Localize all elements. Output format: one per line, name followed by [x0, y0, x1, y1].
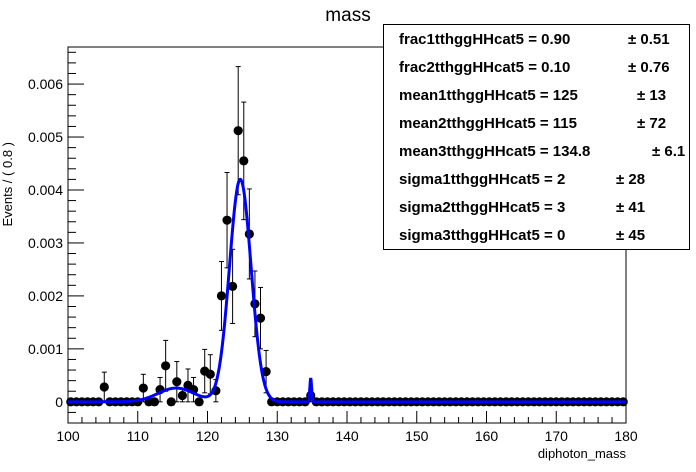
- data-point: [228, 281, 238, 291]
- axes: 100 110 120 130 140 150 160 170 180 0 0.001 0.002 0.…: [28, 51, 638, 444]
- param-label: mean2tthggHHcat5 =: [399, 115, 553, 132]
- x-tick-label: 140: [335, 428, 359, 444]
- data-point: [99, 382, 109, 392]
- x-tick-label: 170: [545, 428, 569, 444]
- data-point: [177, 390, 187, 401]
- param-error: ± 0.76: [628, 59, 670, 76]
- param-value: 134.8: [552, 143, 591, 160]
- x-tick-label: 160: [475, 428, 499, 444]
- fit-curve-line: [68, 177, 626, 404]
- x-tick-label: 110: [127, 428, 150, 444]
- data-point: [149, 397, 160, 407]
- data-point: [233, 126, 243, 136]
- fit-curve: [68, 177, 626, 404]
- stat-row: frac2tthggHHcat5 = 0.10 ± 0.76: [399, 59, 670, 76]
- param-value: 0.10: [541, 59, 571, 76]
- stat-row: mean2tthggHHcat5 = 115 ± 72: [399, 115, 666, 132]
- data-point: [172, 377, 182, 387]
- param-error: ± 13: [637, 87, 667, 104]
- param-value: 3: [556, 199, 566, 216]
- param-label: sigma2tthggHHcat5 =: [399, 199, 557, 216]
- stat-row: frac1tthggHHcat5 = 0.90 ± 0.51: [399, 31, 670, 48]
- x-axis-label: diphoton_mass: [538, 446, 627, 461]
- data-point: [222, 215, 232, 225]
- param-label: frac1tthggHHcat5 =: [399, 31, 542, 48]
- param-label: frac2tthggHHcat5 =: [399, 59, 542, 76]
- stat-row: mean1tthggHHcat5 = 125 ± 13: [399, 87, 666, 104]
- param-value: 125: [552, 87, 578, 104]
- param-value: 0: [556, 227, 566, 244]
- chart-title: mass: [325, 5, 371, 26]
- param-error: ± 72: [637, 115, 667, 132]
- y-axis-label: Events / ( 0.8 ): [0, 142, 15, 227]
- x-tick-label: 130: [266, 428, 290, 444]
- param-error: ± 28: [616, 171, 646, 188]
- param-value: 2: [556, 171, 566, 188]
- param-value: 0.90: [541, 31, 571, 48]
- stat-row: mean3tthggHHcat5 = 134.8 ± 6.1: [399, 143, 685, 160]
- y-tick-label: 0.003: [28, 235, 63, 251]
- y-tick-label: 0: [55, 394, 63, 410]
- data-point: [205, 369, 215, 379]
- y-tick-label: 0.005: [28, 129, 63, 145]
- y-tick-label: 0.001: [28, 341, 63, 357]
- data-point: [255, 313, 266, 323]
- y-tick-label: 0.006: [28, 76, 63, 92]
- data-point: [161, 361, 171, 371]
- param-error: ± 0.51: [628, 31, 670, 48]
- stat-row: sigma1tthggHHcat5 = 2 ± 28: [399, 171, 645, 188]
- param-value: 115: [552, 115, 577, 132]
- stat-row: sigma2tthggHHcat5 = 3 ± 41: [399, 199, 645, 216]
- param-label: sigma3tthggHHcat5 =: [399, 227, 557, 244]
- y-tick-label: 0.002: [28, 288, 63, 304]
- x-tick-label: 180: [614, 428, 638, 444]
- y-tick-label: 0.004: [28, 182, 63, 198]
- param-error: ± 41: [616, 199, 646, 216]
- stat-row: sigma3tthggHHcat5 = 0 ± 45: [399, 227, 645, 244]
- x-tick-label: 120: [196, 428, 220, 444]
- param-error: ± 6.1: [652, 143, 686, 160]
- param-label: mean3tthggHHcat5 =: [399, 143, 553, 160]
- param-error: ± 45: [616, 227, 646, 244]
- fit-parameters-box: frac1tthggHHcat5 = 0.90 ± 0.51 frac2tthgg…: [383, 24, 690, 250]
- param-label: mean1tthggHHcat5 =: [399, 87, 553, 104]
- data-point: [194, 397, 204, 407]
- x-tick-label: 100: [56, 428, 80, 444]
- data-point: [239, 156, 249, 166]
- data-point: [216, 291, 227, 301]
- data-point: [166, 397, 176, 407]
- param-label: sigma1tthggHHcat5 =: [399, 171, 557, 188]
- data-point: [138, 383, 148, 393]
- x-tick-label: 150: [405, 428, 429, 444]
